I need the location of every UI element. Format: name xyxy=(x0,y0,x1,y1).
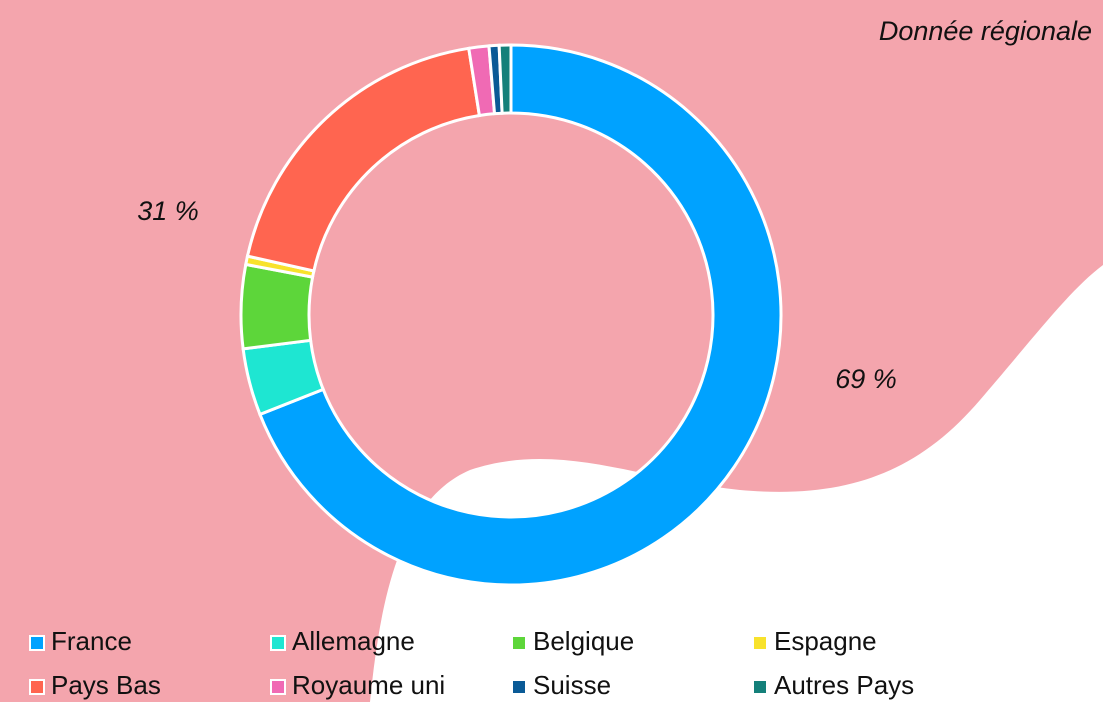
legend: France Allemagne Belgique Espagne Pays Bas Ro… xyxy=(29,626,914,700)
legend-swatch xyxy=(752,679,768,695)
legend-swatch xyxy=(270,635,286,651)
annotation: 31 % xyxy=(137,196,199,226)
donut-slice xyxy=(497,43,513,115)
legend-swatch xyxy=(29,635,45,651)
legend-swatch xyxy=(752,635,768,651)
legend-label: Pays Bas xyxy=(51,670,161,700)
legend-swatch xyxy=(29,679,45,695)
legend-label: Suisse xyxy=(533,670,611,700)
legend-label: Espagne xyxy=(774,626,877,656)
legend-label: Autres Pays xyxy=(774,670,914,700)
legend-swatch xyxy=(511,679,527,695)
chart-title: Donnée régionale xyxy=(879,16,1092,46)
legend-label: Royaume uni xyxy=(292,670,445,700)
legend-swatch xyxy=(511,635,527,651)
annotation: 69 % xyxy=(835,364,897,394)
legend-label: Belgique xyxy=(533,626,634,656)
donut-slice xyxy=(258,43,783,587)
legend-label: Allemagne xyxy=(292,626,415,656)
background-blob xyxy=(370,265,1103,702)
legend-label: France xyxy=(51,626,132,656)
legend-swatch xyxy=(270,679,286,695)
donut xyxy=(239,43,783,587)
donut-slice xyxy=(239,262,315,351)
